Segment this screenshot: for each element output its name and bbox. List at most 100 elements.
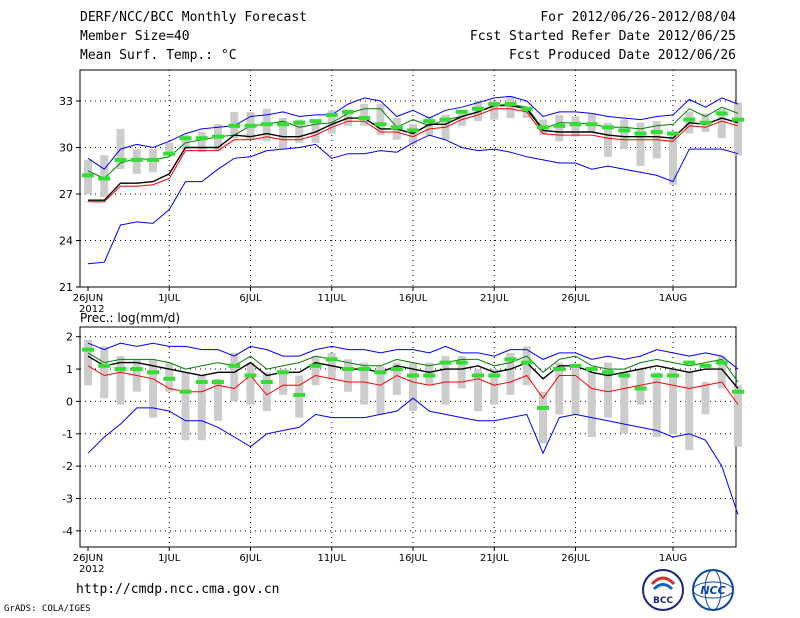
member-size: Member Size=40 xyxy=(80,29,190,44)
p1-iqr-box xyxy=(636,122,645,167)
chart-title: DERF/NCC/BCC Monthly Forecast xyxy=(80,10,307,25)
p1-iqr-box xyxy=(295,119,304,143)
forecast-period: For 2012/06/26-2012/08/04 xyxy=(540,10,736,25)
p2-iqr-box xyxy=(571,365,580,415)
p1-iqr-box xyxy=(457,110,466,126)
p2-iqr-box xyxy=(652,372,661,437)
p2-iqr-box xyxy=(734,385,742,447)
p2-series-max xyxy=(87,342,739,370)
p1-iqr-box xyxy=(100,155,109,198)
p2-iqr-box xyxy=(279,369,287,395)
p2-x-tick-label: 1JUL xyxy=(158,553,181,564)
p2-iqr-box xyxy=(441,356,450,405)
p2-iqr-box xyxy=(376,365,385,415)
p2-x-tick-label: 16JUL xyxy=(399,553,428,564)
p1-x-tick-label: 1JUL xyxy=(158,293,181,304)
p1-y-tick-label: 33 xyxy=(59,95,73,108)
p2-iqr-box xyxy=(685,372,694,450)
p1-x-tick-label: 16JUL xyxy=(399,293,428,304)
p2-iqr-box xyxy=(701,382,710,415)
p2-iqr-box xyxy=(311,356,320,386)
p1-x-tick-label: 26JUL xyxy=(561,293,590,304)
p2-iqr-box xyxy=(230,352,239,402)
p2-iqr-box xyxy=(181,372,190,441)
p1-plot-frame xyxy=(79,69,737,288)
p2-x-tick-label: 26JUL xyxy=(561,553,590,564)
p1-x-tick-label: 1AUG xyxy=(659,293,687,304)
p2-plot-frame xyxy=(79,326,737,548)
p1-series-min xyxy=(87,134,739,265)
p2-iqr-box xyxy=(717,356,726,389)
p2-iqr-box xyxy=(474,369,482,412)
ncc-logo: NCC xyxy=(692,569,734,611)
p2-x-tick-label: 21JUL xyxy=(480,553,509,564)
p2-iqr-box xyxy=(522,346,531,386)
p2-series-upper xyxy=(87,352,739,383)
p1-y-tick-label: 27 xyxy=(59,188,73,201)
p1-iqr-box xyxy=(506,96,515,119)
p2-iqr-box xyxy=(409,362,417,412)
p1-series-mean xyxy=(88,104,739,201)
p2-iqr-box xyxy=(490,369,499,405)
p2-y-tick-label: -3 xyxy=(62,492,73,505)
p1-x-tick-label: 6JUL xyxy=(239,293,262,304)
p1-iqr-box xyxy=(734,102,742,156)
p2-iqr-box xyxy=(100,346,109,399)
source-url[interactable]: http://cmdp.ncc.cma.gov.cn xyxy=(76,582,280,597)
p2-iqr-box xyxy=(344,359,352,392)
p2-y-tick-label: -1 xyxy=(62,428,73,441)
p2-iqr-box xyxy=(539,391,547,444)
p2-y-tick-label: -4 xyxy=(62,525,73,538)
p1-iqr-box xyxy=(571,116,580,137)
p2-series-lower xyxy=(87,365,739,405)
p1-y-tick-label: 21 xyxy=(59,281,73,294)
p1-series-lower xyxy=(88,108,739,203)
variable-label: Mean Surf. Temp.: °C xyxy=(80,48,237,63)
p2-iqr-box xyxy=(620,372,629,434)
p1-iqr-box xyxy=(279,118,287,150)
p2-y-tick-label: 0 xyxy=(66,395,73,408)
p2-x-tick-label: 6JUL xyxy=(239,553,262,564)
p1-iqr-box xyxy=(181,135,190,150)
p1-iqr-box xyxy=(197,132,206,153)
grads-credit: GrADS: COLA/IGES xyxy=(4,604,91,614)
ncc-logo-text: NCC xyxy=(700,584,725,597)
p2-y-tick-label: -2 xyxy=(62,460,73,473)
p2-iqr-box xyxy=(116,356,125,405)
p1-series-upper xyxy=(87,103,739,180)
p2-iqr-box xyxy=(604,362,612,418)
precip-panel-title: Prec.: log(mm/d) xyxy=(80,311,180,325)
p2-iqr-box xyxy=(84,339,92,386)
p2-iqr-box xyxy=(360,362,369,405)
p2-iqr-box xyxy=(214,378,222,421)
p1-iqr-box xyxy=(311,119,320,143)
bcc-logo: BCC xyxy=(642,569,684,611)
p2-x-tick-label: 11JUL xyxy=(317,553,346,564)
p1-iqr-box xyxy=(360,104,369,126)
p1-iqr-box xyxy=(555,114,564,142)
p2-x-tick-label: 26JUN xyxy=(73,553,103,564)
fcst-started-date: Fcst Started Refer Date 2012/06/25 xyxy=(469,29,736,44)
p1-x-tick-label: 11JUL xyxy=(317,293,346,304)
p1-iqr-box xyxy=(165,142,174,153)
p2-y-tick-label: 2 xyxy=(66,331,73,344)
p1-iqr-box xyxy=(376,104,385,136)
bcc-logo-text: BCC xyxy=(653,596,673,606)
p1-iqr-box xyxy=(327,110,336,134)
p2-iqr-box xyxy=(506,352,515,395)
p2-x-tick-label: 1AUG xyxy=(659,553,687,564)
p2-iqr-box xyxy=(669,369,677,434)
p1-x-tick-label: 21JUL xyxy=(480,293,509,304)
p2-iqr-box xyxy=(457,356,466,389)
p1-y-tick-label: 24 xyxy=(59,235,73,248)
p2-series-min xyxy=(87,397,739,515)
p2-x-year-label: 2012 xyxy=(79,564,104,575)
p2-iqr-box xyxy=(555,362,564,415)
p1-y-tick-label: 30 xyxy=(59,142,73,155)
p2-iqr-box xyxy=(246,362,255,405)
p1-iqr-box xyxy=(669,132,677,185)
p2-y-tick-label: 1 xyxy=(66,363,73,376)
p1-iqr-box xyxy=(522,110,531,119)
p1-series-max xyxy=(87,95,739,170)
